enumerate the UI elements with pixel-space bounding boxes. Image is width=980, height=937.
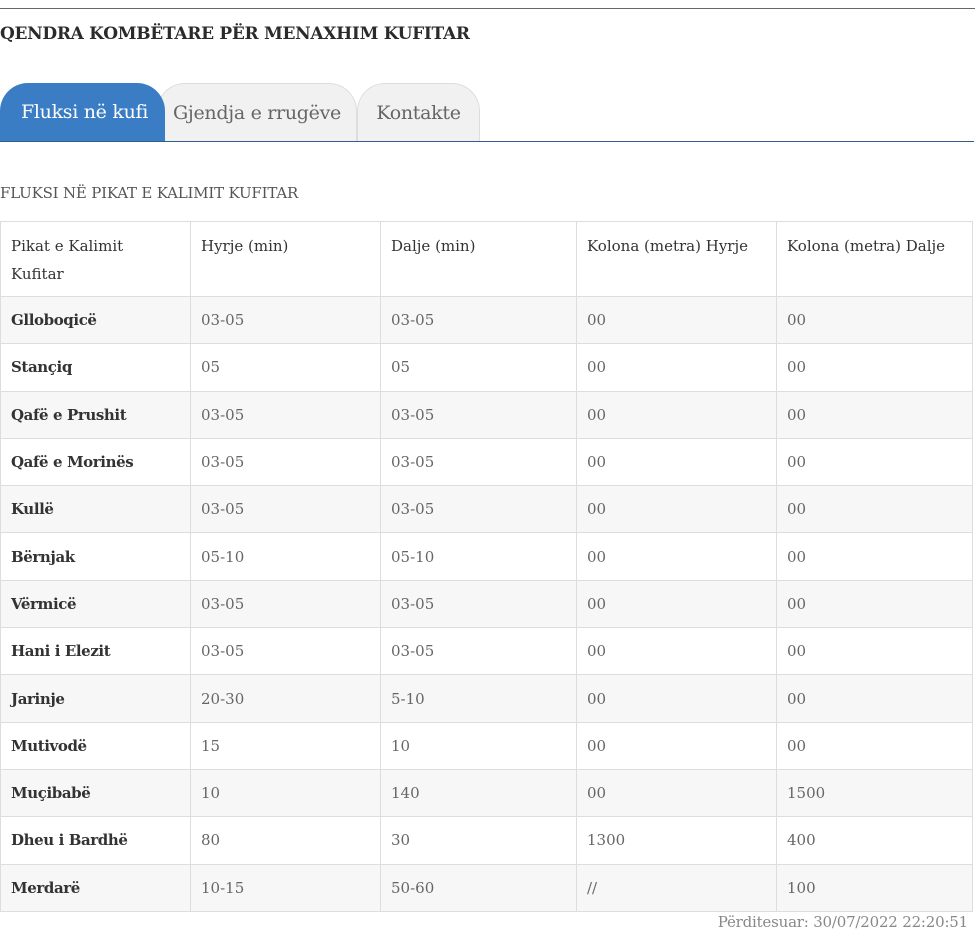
crossing-point-name: Qafë e Morinës	[0, 437, 191, 487]
table-cell: 140	[380, 768, 577, 818]
table-cell: 1300	[576, 816, 777, 865]
table-row: Kullë 03-05 03-05 00 00	[0, 485, 973, 534]
table-cell: 400	[776, 816, 973, 865]
table-cell: 00	[576, 343, 777, 392]
table-cell: 03-05	[380, 390, 577, 439]
table-row: Merdarë 10-15 50-60//100	[0, 863, 973, 912]
table-cell: 1500	[776, 768, 973, 818]
table-cell: 00	[576, 485, 777, 534]
table-cell: 00	[576, 437, 777, 487]
table-cell: 00	[576, 390, 777, 439]
crossing-point-name: Kullë	[0, 485, 191, 534]
table-cell: 00	[576, 579, 777, 629]
column-header-queue-entry: Kolona (metra) Hyrje	[576, 221, 777, 297]
table-cell: 00	[576, 627, 777, 676]
table-row: Jarinje 20-30 5-10 00 00	[0, 674, 973, 723]
table-cell: 05	[190, 343, 381, 392]
table-body: Glloboqicë 03-05 03-05 00 00 Stançiq 05 05 00 00 Q…	[0, 295, 973, 912]
table-cell: 03-05	[190, 627, 381, 676]
border-flux-table: Pikat e Kalimit Kufitar Hyrje (min) Dalj…	[0, 221, 973, 912]
column-header-crossing-point: Pikat e Kalimit Kufitar	[0, 221, 191, 297]
crossing-point-name: Merdarë	[0, 863, 191, 912]
column-header-queue-exit: Kolona (metra) Dalje	[776, 221, 973, 297]
table-cell: 03-05	[380, 485, 577, 534]
last-updated-timestamp: Përditesuar: 30/07/2022 22:20:51	[717, 913, 968, 931]
table-cell: 00	[776, 485, 973, 534]
table-row: Muçibabë 10 140 00 1500	[0, 768, 973, 818]
table-row: Bërnjak 05-10 05-10 00 00	[0, 532, 973, 581]
tab-gjendja-e-rrugeve[interactable]: Gjendja e rrugëve	[157, 83, 357, 141]
tab-underline	[0, 141, 974, 142]
crossing-point-name: Glloboqicë	[0, 295, 191, 345]
table-cell: 00	[776, 532, 973, 581]
crossing-point-name: Mutivodë	[0, 721, 191, 770]
table-row: Qafë e Prushit 03-05 03-05 00 00	[0, 390, 973, 439]
table-cell: 100	[776, 863, 973, 912]
table-row: Vërmicë 03-05 03-05 00 00	[0, 579, 973, 629]
table-cell: 50-60	[380, 863, 577, 912]
crossing-point-name: Stançiq	[0, 343, 191, 392]
table-cell: 03-05	[190, 390, 381, 439]
table-cell: 5-10	[380, 674, 577, 723]
table-cell: 30	[380, 816, 577, 865]
crossing-point-name: Muçibabë	[0, 768, 191, 818]
table-cell: 00	[776, 674, 973, 723]
table-cell: 10-15	[190, 863, 381, 912]
table-cell: 00	[576, 721, 777, 770]
table-cell: 80	[190, 816, 381, 865]
table-cell: 20-30	[190, 674, 381, 723]
table-cell: 03-05	[380, 579, 577, 629]
crossing-point-name: Hani i Elezit	[0, 627, 191, 676]
table-row: Qafë e Morinës 03-05 03-05 00 00	[0, 437, 973, 487]
top-divider	[0, 8, 975, 9]
table-cell: 00	[576, 768, 777, 818]
table-cell: 00	[776, 295, 973, 345]
table-row: Stançiq 05 05 00 00	[0, 343, 973, 392]
crossing-point-name: Bërnjak	[0, 532, 191, 581]
table-header-row: Pikat e Kalimit Kufitar Hyrje (min) Dalj…	[0, 221, 973, 297]
tab-bar: Kontakte Gjendja e rrugëve Fluksi në kuf…	[0, 83, 975, 143]
section-title: FLUKSI NË PIKAT E KALIMIT KUFITAR	[0, 184, 299, 202]
table-cell: 00	[776, 579, 973, 629]
crossing-point-name: Dheu i Bardhë	[0, 816, 191, 865]
tab-fluksi-ne-kufi[interactable]: Fluksi në kufi	[0, 83, 165, 141]
site-title: QENDRA KOMBËTARE PËR MENAXHIM KUFITAR	[0, 24, 470, 44]
table-cell: 05-10	[380, 532, 577, 581]
table-cell: 05	[380, 343, 577, 392]
table-cell: //	[576, 863, 777, 912]
table-cell: 05-10	[190, 532, 381, 581]
table-cell: 15	[190, 721, 381, 770]
table-row: Hani i Elezit 03-05 03-05 00 00	[0, 627, 973, 676]
table-cell: 03-05	[380, 437, 577, 487]
table-cell: 10	[190, 768, 381, 818]
table-cell: 03-05	[190, 485, 381, 534]
crossing-point-name: Vërmicë	[0, 579, 191, 629]
tab-kontakte[interactable]: Kontakte	[357, 83, 480, 141]
table-cell: 00	[776, 390, 973, 439]
table-cell: 03-05	[380, 295, 577, 345]
table-row: Glloboqicë 03-05 03-05 00 00	[0, 295, 973, 345]
column-header-exit-min: Dalje (min)	[380, 221, 577, 297]
table-cell: 03-05	[190, 437, 381, 487]
table-cell: 00	[776, 437, 973, 487]
column-header-entry-min: Hyrje (min)	[190, 221, 381, 297]
crossing-point-name: Jarinje	[0, 674, 191, 723]
table-cell: 03-05	[190, 579, 381, 629]
table-row: Dheu i Bardhë 80 30 1300 400	[0, 816, 973, 865]
table-cell: 03-05	[190, 295, 381, 345]
table-cell: 00	[776, 721, 973, 770]
table-cell: 03-05	[380, 627, 577, 676]
table-cell: 10	[380, 721, 577, 770]
table-cell: 00	[776, 343, 973, 392]
table-cell: 00	[576, 674, 777, 723]
table-cell: 00	[576, 295, 777, 345]
table-cell: 00	[576, 532, 777, 581]
table-row: Mutivodë 15 10 00 00	[0, 721, 973, 770]
crossing-point-name: Qafë e Prushit	[0, 390, 191, 439]
table-cell: 00	[776, 627, 973, 676]
